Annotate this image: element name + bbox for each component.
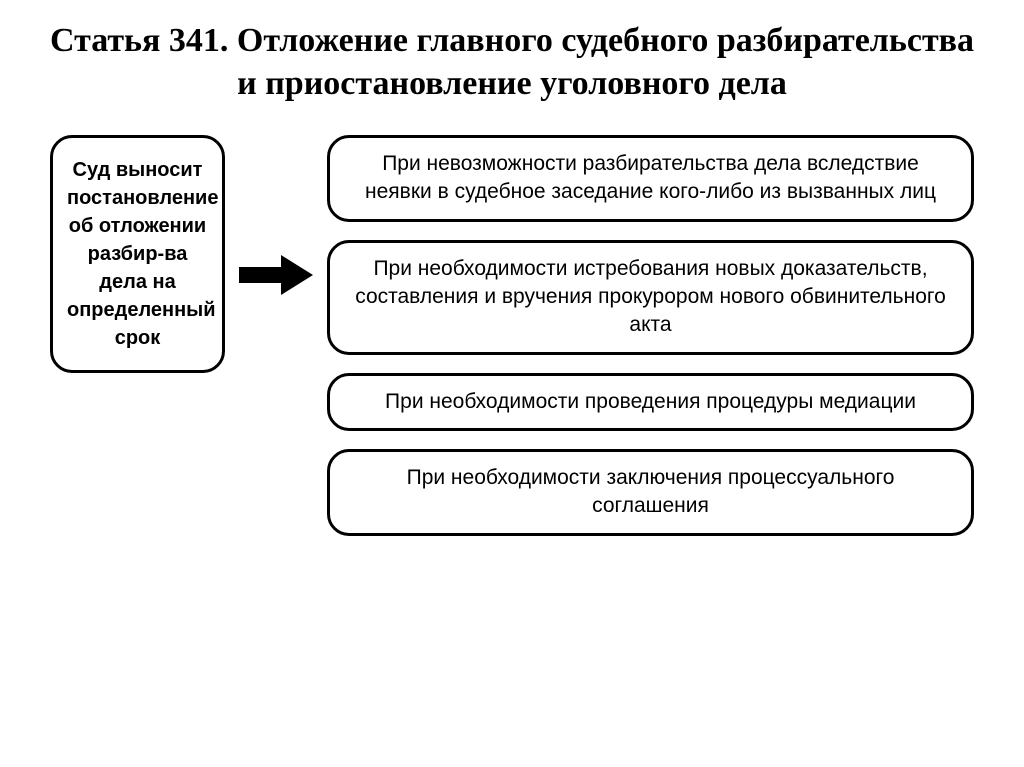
condition-box: При необходимости заключения процессуаль… (327, 449, 974, 536)
page-title: Статья 341. Отложение главного судебного… (50, 20, 974, 105)
arrow-right-icon (237, 253, 315, 297)
condition-box: При невозможности разбирательства дела в… (327, 135, 974, 222)
arrow-column (237, 135, 315, 415)
diagram-content: Суд выносит постановление об отложении р… (50, 135, 974, 536)
source-box: Суд выносит постановление об отложении р… (50, 135, 225, 373)
conditions-column: При невозможности разбирательства дела в… (327, 135, 974, 536)
condition-box: При необходимости проведения процедуры м… (327, 373, 974, 431)
condition-box: При необходимости истребования новых док… (327, 240, 974, 355)
